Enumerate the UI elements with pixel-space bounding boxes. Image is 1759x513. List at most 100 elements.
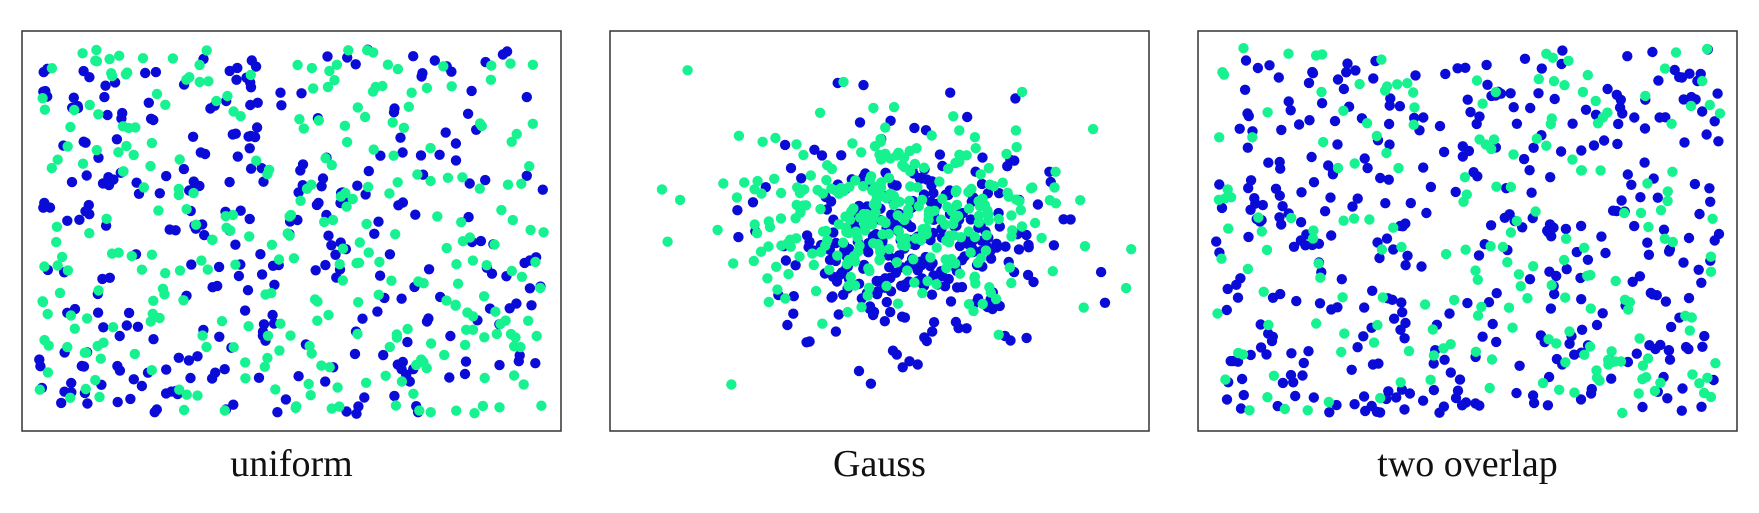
scatter-point-blue (450, 155, 462, 166)
scatter-point-blue (1360, 405, 1371, 417)
scatter-point-blue (423, 264, 435, 275)
scatter-point-blue (92, 307, 104, 318)
scatter-point-blue (1439, 354, 1450, 365)
scatter-point-green (1476, 301, 1487, 312)
scatter-point-blue (881, 296, 892, 308)
scatter-point-green (993, 213, 1004, 225)
scatter-point-green (1590, 95, 1601, 107)
scatter-point-green (114, 50, 125, 61)
scatter-point-blue (97, 178, 109, 189)
scatter-point-green (763, 241, 774, 252)
scatter-point-blue (1663, 345, 1674, 356)
scatter-point-green (850, 175, 861, 186)
scatter-point-blue (1524, 165, 1535, 176)
scatter-point-green (323, 309, 334, 321)
scatter-point-blue (311, 199, 323, 211)
scatter-point-green (911, 143, 922, 154)
scatter-point-blue (1234, 123, 1245, 134)
scatter-point-blue (950, 316, 962, 328)
scatter-point-blue (1582, 254, 1594, 265)
scatter-point-green (1579, 242, 1590, 253)
scatter-point-green (1392, 79, 1403, 90)
scatter-point-green (798, 149, 809, 161)
scatter-point-blue (1450, 186, 1461, 198)
scatter-point-green (1560, 357, 1571, 368)
scatter-point-green (505, 328, 517, 340)
scatter-point-green (879, 216, 890, 227)
scatter-point-green (506, 265, 517, 277)
uniform-points (34, 44, 549, 419)
scatter-point-blue (1288, 241, 1300, 252)
scatter-point-blue (900, 279, 911, 290)
scatter-point-blue (108, 174, 119, 185)
scatter-point-green (1634, 333, 1645, 344)
scatter-point-green (360, 377, 372, 388)
scatter-point-green (201, 45, 212, 56)
scatter-point-blue (1277, 201, 1288, 212)
scatter-point-blue (1255, 342, 1267, 353)
scatter-point-green (337, 275, 348, 286)
scatter-point-green (874, 255, 885, 266)
scatter-point-green (1428, 350, 1440, 361)
scatter-point-green (285, 330, 296, 341)
scatter-point-green (1564, 326, 1575, 337)
scatter-point-green (1015, 204, 1026, 216)
scatter-point-blue (389, 390, 400, 402)
scatter-point-green (771, 261, 782, 272)
scatter-point-green (54, 287, 66, 299)
scatter-point-green (794, 251, 805, 262)
scatter-point-green (897, 159, 908, 171)
scatter-point-green (56, 251, 68, 263)
scatter-point-blue (1483, 297, 1495, 308)
scatter-point-green (769, 173, 780, 184)
scatter-point-blue (1300, 240, 1311, 251)
scatter-point-blue (537, 184, 548, 195)
scatter-point-green (262, 330, 274, 341)
scatter-point-green (785, 234, 796, 245)
scatter-point-blue (173, 352, 184, 363)
scatter-point-blue (1647, 46, 1658, 58)
scatter-point-blue (1546, 231, 1557, 242)
scatter-point-blue (1232, 292, 1244, 303)
scatter-point-green (1302, 405, 1313, 416)
scatter-point-blue (192, 351, 203, 362)
scatter-point-blue (1627, 276, 1638, 287)
scatter-point-blue (1454, 374, 1466, 385)
scatter-point-green (1409, 102, 1420, 113)
scatter-point-green (240, 373, 251, 384)
scatter-point-blue (1660, 112, 1671, 123)
scatter-point-green (306, 348, 317, 359)
scatter-point-green (113, 147, 124, 158)
scatter-point-blue (415, 150, 427, 161)
scatter-point-green (1006, 277, 1017, 289)
scatter-point-green (963, 226, 974, 237)
scatter-point-green (852, 232, 863, 243)
scatter-point-green (1582, 270, 1593, 281)
scatter-point-green (331, 59, 343, 70)
scatter-point-blue (858, 79, 869, 91)
scatter-point-green (1472, 274, 1483, 285)
scatter-point-blue (872, 286, 884, 297)
scatter-point-blue (320, 259, 331, 271)
scatter-point-green (1220, 374, 1231, 385)
scatter-point-green (970, 143, 981, 154)
scatter-point-green (1050, 198, 1062, 209)
scatter-point-blue (393, 200, 404, 211)
scatter-point-green (1217, 67, 1228, 78)
scatter-point-green (69, 323, 80, 334)
scatter-point-green (1610, 275, 1621, 287)
scatter-point-green (341, 136, 353, 148)
scatter-point-green (384, 341, 395, 353)
scatter-point-green (65, 121, 76, 133)
scatter-point-green (1507, 322, 1518, 333)
scatter-point-green (874, 149, 885, 160)
scatter-point-blue (1639, 123, 1651, 134)
scatter-point-green (39, 261, 50, 272)
scatter-point-green (245, 69, 256, 81)
scatter-point-green (211, 95, 222, 107)
scatter-point-green (881, 280, 892, 292)
scatter-point-green (1704, 99, 1715, 111)
scatter-point-green (817, 318, 828, 329)
scatter-point-blue (244, 213, 255, 225)
scatter-point-blue (514, 350, 525, 361)
